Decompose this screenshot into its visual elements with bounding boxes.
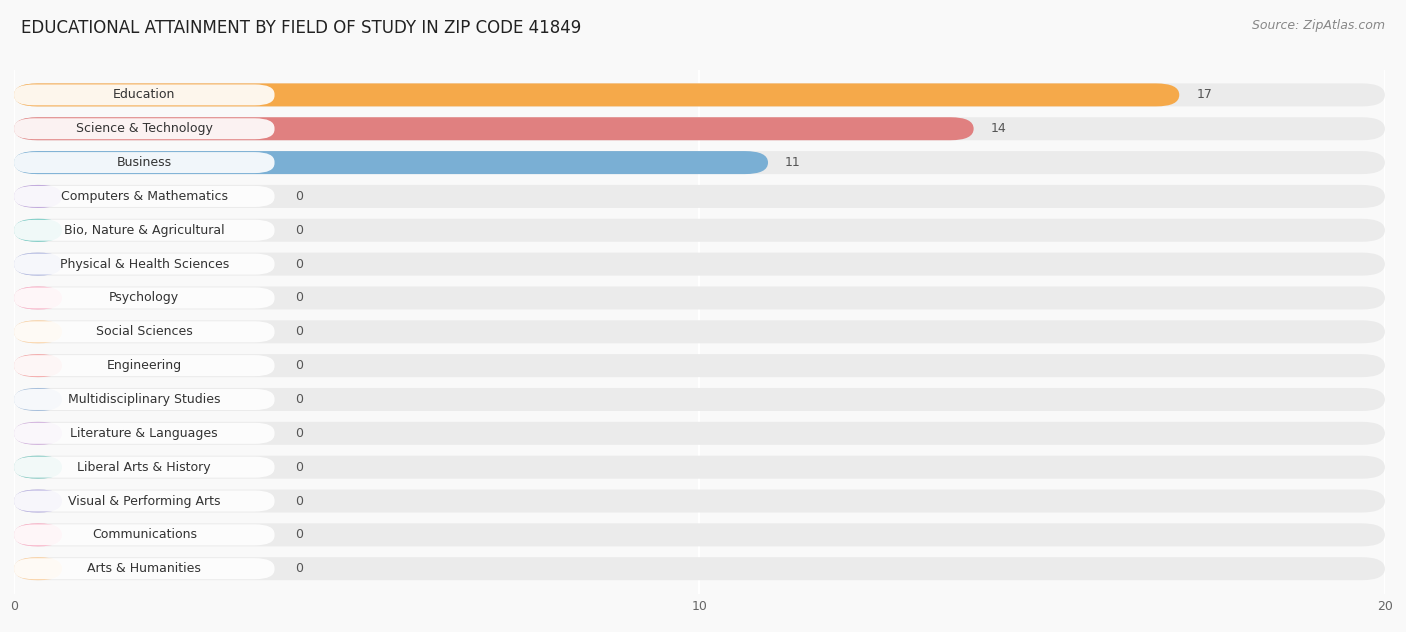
FancyBboxPatch shape xyxy=(14,457,274,478)
FancyBboxPatch shape xyxy=(14,286,1385,310)
FancyBboxPatch shape xyxy=(14,118,274,139)
Text: 0: 0 xyxy=(295,393,304,406)
FancyBboxPatch shape xyxy=(14,151,768,174)
Text: Visual & Performing Arts: Visual & Performing Arts xyxy=(67,494,221,507)
FancyBboxPatch shape xyxy=(14,389,274,410)
Text: 11: 11 xyxy=(785,156,801,169)
FancyBboxPatch shape xyxy=(14,490,274,511)
Text: 0: 0 xyxy=(295,359,304,372)
FancyBboxPatch shape xyxy=(14,490,1385,513)
Text: Literature & Languages: Literature & Languages xyxy=(70,427,218,440)
FancyBboxPatch shape xyxy=(14,253,274,275)
FancyBboxPatch shape xyxy=(14,286,62,310)
FancyBboxPatch shape xyxy=(14,388,1385,411)
FancyBboxPatch shape xyxy=(14,423,274,444)
FancyBboxPatch shape xyxy=(14,118,1385,140)
FancyBboxPatch shape xyxy=(14,118,973,140)
FancyBboxPatch shape xyxy=(14,456,1385,478)
FancyBboxPatch shape xyxy=(14,557,1385,580)
FancyBboxPatch shape xyxy=(14,388,62,411)
Text: Bio, Nature & Agricultural: Bio, Nature & Agricultural xyxy=(65,224,225,237)
Text: 0: 0 xyxy=(295,325,304,338)
FancyBboxPatch shape xyxy=(14,220,274,241)
FancyBboxPatch shape xyxy=(14,523,1385,546)
FancyBboxPatch shape xyxy=(14,219,1385,242)
FancyBboxPatch shape xyxy=(14,85,274,106)
FancyBboxPatch shape xyxy=(14,186,274,207)
Text: Computers & Mathematics: Computers & Mathematics xyxy=(60,190,228,203)
Text: 0: 0 xyxy=(295,494,304,507)
FancyBboxPatch shape xyxy=(14,523,62,546)
FancyBboxPatch shape xyxy=(14,558,274,579)
FancyBboxPatch shape xyxy=(14,456,62,478)
FancyBboxPatch shape xyxy=(14,320,62,343)
Text: 0: 0 xyxy=(295,427,304,440)
FancyBboxPatch shape xyxy=(14,152,274,173)
Text: Social Sciences: Social Sciences xyxy=(96,325,193,338)
Text: Science & Technology: Science & Technology xyxy=(76,122,212,135)
Text: Education: Education xyxy=(112,88,176,101)
FancyBboxPatch shape xyxy=(14,253,1385,276)
Text: Physical & Health Sciences: Physical & Health Sciences xyxy=(59,258,229,270)
Text: 0: 0 xyxy=(295,291,304,305)
Text: 0: 0 xyxy=(295,190,304,203)
FancyBboxPatch shape xyxy=(14,253,62,276)
Text: Liberal Arts & History: Liberal Arts & History xyxy=(77,461,211,473)
FancyBboxPatch shape xyxy=(14,525,274,545)
FancyBboxPatch shape xyxy=(14,185,62,208)
Text: Arts & Humanities: Arts & Humanities xyxy=(87,562,201,575)
FancyBboxPatch shape xyxy=(14,83,1385,106)
FancyBboxPatch shape xyxy=(14,354,62,377)
Text: 0: 0 xyxy=(295,562,304,575)
Text: 0: 0 xyxy=(295,461,304,473)
FancyBboxPatch shape xyxy=(14,557,62,580)
Text: Business: Business xyxy=(117,156,172,169)
Text: 14: 14 xyxy=(991,122,1007,135)
Text: 0: 0 xyxy=(295,224,304,237)
Text: 17: 17 xyxy=(1197,88,1212,101)
FancyBboxPatch shape xyxy=(14,321,274,343)
FancyBboxPatch shape xyxy=(14,320,1385,343)
FancyBboxPatch shape xyxy=(14,83,1180,106)
Text: Engineering: Engineering xyxy=(107,359,181,372)
FancyBboxPatch shape xyxy=(14,355,274,376)
FancyBboxPatch shape xyxy=(14,185,1385,208)
FancyBboxPatch shape xyxy=(14,490,62,513)
FancyBboxPatch shape xyxy=(14,288,274,308)
FancyBboxPatch shape xyxy=(14,422,1385,445)
Text: 0: 0 xyxy=(295,258,304,270)
Text: Psychology: Psychology xyxy=(110,291,180,305)
FancyBboxPatch shape xyxy=(14,354,1385,377)
FancyBboxPatch shape xyxy=(14,219,62,242)
FancyBboxPatch shape xyxy=(14,151,1385,174)
Text: Communications: Communications xyxy=(91,528,197,542)
Text: 0: 0 xyxy=(295,528,304,542)
Text: EDUCATIONAL ATTAINMENT BY FIELD OF STUDY IN ZIP CODE 41849: EDUCATIONAL ATTAINMENT BY FIELD OF STUDY… xyxy=(21,19,581,37)
Text: Source: ZipAtlas.com: Source: ZipAtlas.com xyxy=(1251,19,1385,32)
Text: Multidisciplinary Studies: Multidisciplinary Studies xyxy=(67,393,221,406)
FancyBboxPatch shape xyxy=(14,422,62,445)
